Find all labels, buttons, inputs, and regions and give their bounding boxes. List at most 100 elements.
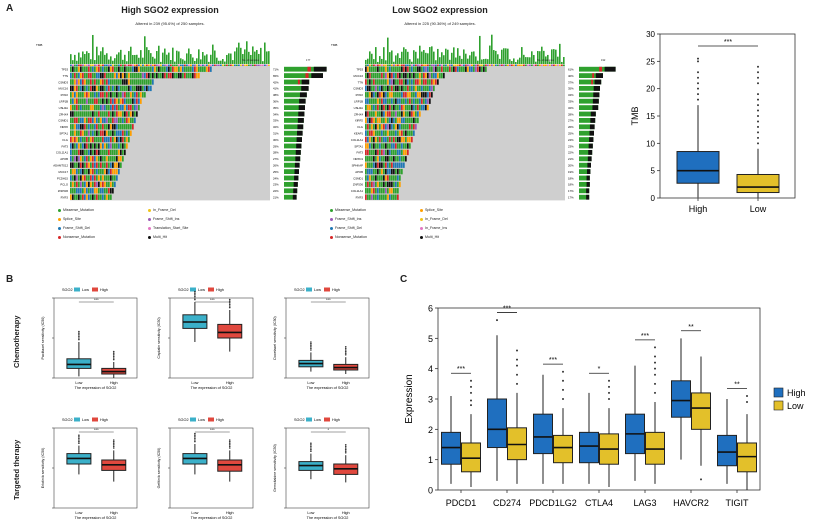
high-gene-pct: 34% xyxy=(273,112,279,116)
high-mutation-cell xyxy=(88,156,90,162)
high-mutation-cell xyxy=(100,92,102,98)
low-top-bar xyxy=(425,52,427,64)
high-mutation-cell xyxy=(158,66,160,72)
high-annotation-cell xyxy=(244,64,246,66)
high-mutation-cell xyxy=(94,143,96,149)
high-mutation-cell xyxy=(104,181,106,188)
high-mutation-cell xyxy=(110,130,112,136)
high-mutation-cell xyxy=(104,188,106,194)
low-top-bar xyxy=(443,55,445,64)
high-annotation-cell xyxy=(266,64,268,66)
drug-plot-3-legend-title: SGO2 xyxy=(294,288,305,292)
drug-plot-4-legend-high-swatch xyxy=(92,417,98,422)
high-mutation-cell xyxy=(90,156,92,162)
drug-plot-1-low-outlier xyxy=(78,334,80,336)
high-side-bar xyxy=(284,156,301,162)
high-mutation-cell xyxy=(128,98,130,104)
low-mutation-cell xyxy=(405,79,407,85)
high-mutation-cell xyxy=(136,66,138,72)
checkpoint-ytick-label: 3 xyxy=(428,395,433,405)
low-top-bar xyxy=(465,53,467,64)
high-mutation-cell xyxy=(96,104,98,111)
high-mutation-cell xyxy=(100,85,102,92)
low-mutation-cell xyxy=(385,143,387,149)
high-top-bar xyxy=(108,59,110,64)
low-mutation-cell xyxy=(405,156,407,162)
drug-plot-5-low-outlier xyxy=(194,432,196,435)
high-mutation-cell xyxy=(120,98,122,104)
high-mutation-cell xyxy=(110,168,112,175)
low-annotation-cell xyxy=(385,64,387,66)
low-annotation-cell xyxy=(413,64,415,66)
low-mutation-cell xyxy=(393,162,395,168)
high-mutation-cell xyxy=(86,156,88,162)
high-mutation-cell xyxy=(120,104,122,111)
low-mutation-cell xyxy=(367,149,369,156)
high-mutation-cell xyxy=(100,111,102,117)
low-mutation-cell xyxy=(425,66,427,72)
low-mutation-cell xyxy=(381,124,383,130)
checkpoint-low-lag3-outlier xyxy=(654,391,656,394)
low-mutation-cell xyxy=(399,98,401,104)
low-side-bar xyxy=(579,162,591,168)
high-legend-swatch xyxy=(148,226,151,230)
low-mutation-cell xyxy=(373,66,375,72)
high-mutation-cell xyxy=(114,79,116,85)
checkpoint-legend-high-swatch xyxy=(773,387,784,398)
low-mutation-cell xyxy=(389,111,391,117)
high-top-bar xyxy=(98,55,100,64)
high-mutation-cell xyxy=(70,194,72,200)
high-mutation-cell xyxy=(142,79,144,85)
high-mutation-cell xyxy=(72,143,74,149)
low-mutation-cell xyxy=(429,66,431,72)
high-top-bar xyxy=(100,51,102,64)
checkpoint-low-pdcd1-outlier xyxy=(470,404,472,407)
tmb-xtick-label: High xyxy=(689,204,708,214)
high-mutation-cell xyxy=(120,111,122,117)
high-gene-pct: 27% xyxy=(273,157,279,161)
high-mutation-cell xyxy=(92,136,94,143)
drug-plot-3-significance: *** xyxy=(326,297,331,302)
high-mutation-cell xyxy=(86,79,88,85)
high-side-bar xyxy=(284,175,299,181)
low-annotation-cell xyxy=(555,64,557,66)
high-legend-label: Frame_Shift_Del xyxy=(63,226,90,230)
high-top-bar xyxy=(204,55,206,64)
high-top-bar xyxy=(112,60,114,64)
high-mutation-cell xyxy=(144,92,146,98)
low-mutation-cell xyxy=(367,130,369,136)
low-top-bar xyxy=(411,61,413,64)
low-top-bar xyxy=(473,51,475,64)
low-mutation-cell xyxy=(395,143,397,149)
low-mutation-cell xyxy=(385,66,387,72)
high-mutation-cell xyxy=(116,168,118,175)
low-annotation-cell xyxy=(545,64,547,66)
low-mutation-cell xyxy=(397,136,399,143)
high-mutation-cell xyxy=(126,124,128,130)
high-mutation-cell xyxy=(72,188,74,194)
low-mutation-cell xyxy=(425,72,427,79)
high-mutation-cell xyxy=(92,168,94,175)
high-mutation-cell xyxy=(114,156,116,162)
high-mutation-cell xyxy=(100,79,102,85)
high-annotation-cell xyxy=(132,64,134,66)
low-mutation-cell xyxy=(461,66,463,72)
high-top-bar xyxy=(84,54,86,64)
high-mutation-cell xyxy=(90,85,92,92)
low-mutation-cell xyxy=(367,124,369,130)
low-mutation-cell xyxy=(419,98,421,104)
high-mutation-cell xyxy=(112,143,114,149)
high-mutation-cell xyxy=(98,143,100,149)
high-mutation-cell xyxy=(122,130,124,136)
low-top-bar xyxy=(451,52,453,64)
high-mutation-cell xyxy=(118,156,120,162)
low-side-bar xyxy=(579,98,599,104)
low-mutation-cell xyxy=(389,85,391,92)
drug-plot-5-low-outlier xyxy=(194,434,196,436)
high-side-bar-title: No. of samples xyxy=(242,59,260,62)
low-annotation-cell xyxy=(497,64,499,66)
drug-plot-3-low-outlier xyxy=(310,341,312,343)
low-mutation-cell xyxy=(383,175,385,181)
low-mutation-cell xyxy=(381,168,383,175)
low-top-bar xyxy=(409,59,411,64)
